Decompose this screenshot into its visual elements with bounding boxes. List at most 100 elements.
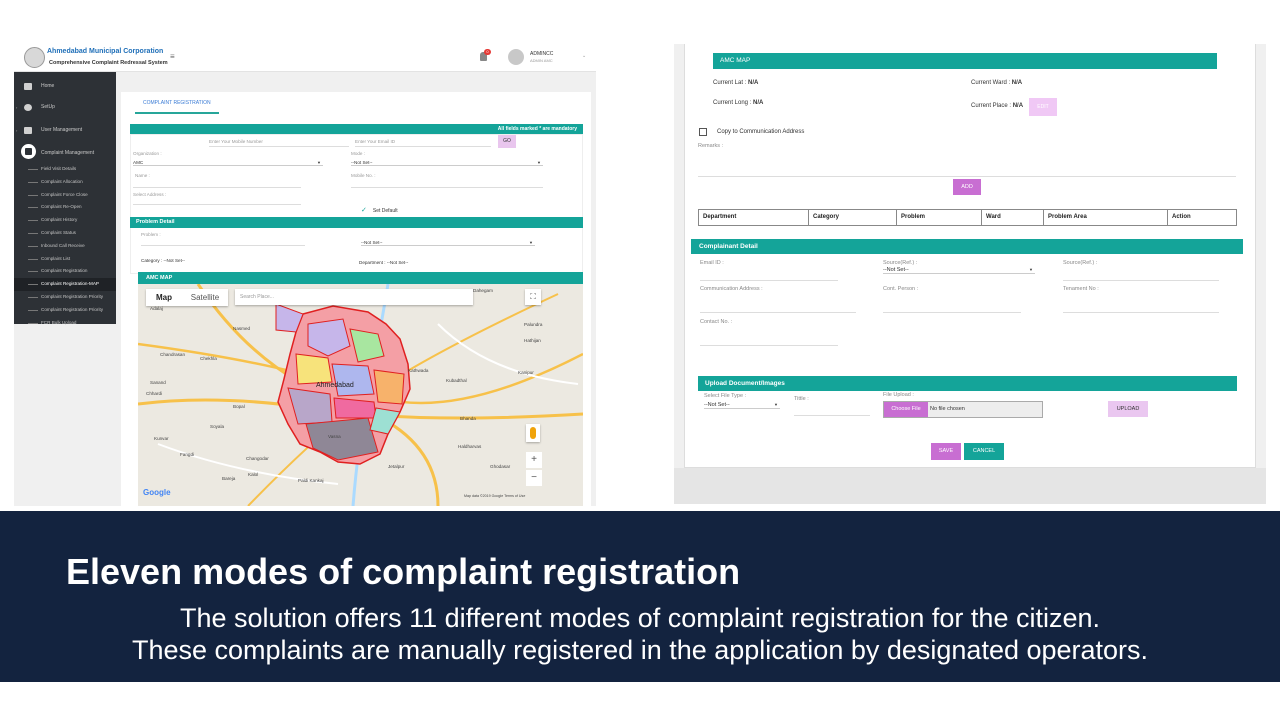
amc-map-header: AMC MAP <box>713 53 1217 69</box>
remarks-textarea[interactable] <box>698 176 1236 177</box>
sidebar-item-user-management[interactable]: › User Management <box>14 122 116 140</box>
map-tab-map[interactable]: Map <box>156 293 172 302</box>
upload-button[interactable]: UPLOAD <box>1108 401 1148 417</box>
zoom-out-button[interactable]: − <box>526 470 542 486</box>
map-tab-satellite[interactable]: Satellite <box>190 293 220 302</box>
cancel-button[interactable]: CANCEL <box>964 443 1004 460</box>
file-input[interactable]: Choose File No file chosen <box>883 401 1043 418</box>
address-input[interactable] <box>133 204 301 205</box>
avatar[interactable] <box>508 49 524 65</box>
email-input[interactable] <box>700 280 838 281</box>
go-button[interactable]: GO <box>498 135 516 148</box>
column-header: Ward <box>982 210 1044 225</box>
map-place-label: Chekhla <box>200 356 217 361</box>
copy-address-checkbox[interactable] <box>699 128 707 136</box>
slide-description-line2: These complaints are manually registered… <box>131 635 1149 665</box>
map-place-label: Kathwada <box>408 368 429 373</box>
caption-banner: Eleven modes of complaint registration T… <box>0 511 1280 682</box>
user-role: ADMIN AMC <box>530 58 553 63</box>
file-type-select[interactable]: --Not Set-- ▼ <box>704 402 780 409</box>
sidebar-subitem[interactable]: Complaint Status <box>14 227 116 240</box>
sidebar-subitem[interactable]: Complaint History <box>14 214 116 227</box>
add-button[interactable]: ADD <box>953 179 981 195</box>
sidebar-subitem[interactable]: Complaint Registration Priority <box>14 291 116 304</box>
sidebar-subitem[interactable]: Inbound Call Receive <box>14 240 116 253</box>
comm-address-label: Communication Address : <box>700 286 763 292</box>
sidebar-item-home[interactable]: Home <box>14 78 116 96</box>
set-default-checkbox[interactable]: ✓ Set Default <box>361 206 398 214</box>
sidebar-subitem[interactable]: Field Visit Details <box>14 163 116 176</box>
map-place-label: Dahegam <box>473 288 493 293</box>
map-place-label: Vasna <box>328 434 341 439</box>
sidebar-item-setup[interactable]: › SetUp <box>14 99 116 117</box>
mode-select[interactable]: --Not Set-- ▼ <box>351 160 543 166</box>
upload-header: Upload Document/Images <box>698 376 1237 391</box>
department-text: Department : --Not Set-- <box>359 260 409 265</box>
slide-description-line1: The solution offers 11 different modes o… <box>180 603 1100 633</box>
source-ref-value: --Not Set-- <box>883 267 909 273</box>
current-long-value: N/A <box>753 100 764 106</box>
sidebar-subitem[interactable]: Complaint List <box>14 253 116 266</box>
cont-person-input[interactable] <box>883 312 1021 313</box>
organization-select[interactable]: AMC ▼ <box>133 160 323 166</box>
zoom-in-button[interactable]: + <box>526 452 542 468</box>
map-search-input[interactable]: Search Place... <box>235 289 473 305</box>
menu-toggle-icon[interactable]: ≡ <box>170 52 175 61</box>
problem-select[interactable]: --Not Set-- ▼ <box>361 240 535 246</box>
contact-label: Contact No. : <box>700 319 733 325</box>
sidebar-subitem[interactable]: Complaint Force Close <box>14 189 116 202</box>
sidebar-subitem-active[interactable]: Complaint Registration-MAP <box>14 278 116 291</box>
choose-file-button[interactable]: Choose File <box>884 402 928 417</box>
comm-address-textarea[interactable] <box>700 312 856 313</box>
fullscreen-icon[interactable]: ⛶ <box>525 289 541 305</box>
chevron-down-icon[interactable]: ⌄ <box>582 53 587 59</box>
set-default-label: Set Default <box>372 208 398 214</box>
sidebar-subitem[interactable]: FCR Bulk Upload <box>14 317 116 330</box>
category-text: Category : --Not Set-- <box>141 258 185 263</box>
subitem-label: Complaint Re-Open <box>41 204 82 210</box>
source-ref2-input[interactable] <box>1063 280 1219 281</box>
mobile-no-input[interactable] <box>351 187 543 188</box>
sidebar-subitem[interactable]: Complaint Allocation <box>14 176 116 189</box>
notification-badge: 0 <box>484 49 491 55</box>
tenement-input[interactable] <box>1063 312 1219 313</box>
subitem-label: Complaint Registration-MAP <box>41 281 99 287</box>
check-icon: ✓ <box>361 207 367 214</box>
google-map[interactable]: Dahegam Adalaj Nasmed Chandrasan Chekhla… <box>138 284 583 506</box>
user-name[interactable]: ADMINCC <box>530 51 554 57</box>
map-place-label: Nasmed <box>233 326 251 331</box>
current-place: Current Place : N/A <box>971 103 1023 109</box>
tab-complaint-registration[interactable]: COMPLAINT REGISTRATION <box>135 98 219 114</box>
bell-icon[interactable] <box>480 52 487 61</box>
map-type-toggle: Map Satellite <box>146 289 228 306</box>
email-label: Email ID : <box>700 260 724 266</box>
mobile-input[interactable]: Enter Your Mobile Number <box>209 139 349 147</box>
problem-input[interactable] <box>141 245 305 246</box>
column-header: Problem Area <box>1044 210 1168 225</box>
sidebar-item-complaint-management[interactable]: Complaint Management <box>14 144 116 164</box>
sidebar-subitem[interactable]: Complaint Registration Priority <box>14 304 116 317</box>
source-ref-select[interactable]: --Not Set-- ▼ <box>883 267 1035 274</box>
sidebar-subitem[interactable]: Complaint Re-Open <box>14 201 116 214</box>
title-input[interactable] <box>794 415 870 416</box>
map-place-label: Changodar <box>246 456 269 461</box>
name-input[interactable] <box>133 187 301 188</box>
email-input[interactable]: Enter Your Email ID <box>355 139 491 147</box>
edit-button[interactable]: EDIT <box>1029 98 1057 116</box>
save-button[interactable]: SAVE <box>931 443 961 460</box>
map-attribution[interactable]: Map data ©2019 Google Terms of Use <box>464 494 526 498</box>
current-ward-value: N/A <box>1011 80 1023 86</box>
current-long: Current Long : N/A <box>713 100 763 106</box>
map-place-label: Soyala <box>210 424 225 429</box>
map-place-label: Fangdi <box>180 452 195 457</box>
map-place-label: Paldi Kankaj <box>298 478 324 483</box>
sidebar-subitem[interactable]: Complaint Registration <box>14 265 116 278</box>
contact-input[interactable] <box>700 345 838 346</box>
column-header: Problem <box>897 210 982 225</box>
street-view-pegman-icon[interactable] <box>526 424 540 442</box>
map-canvas <box>138 284 583 506</box>
no-file-text: No file chosen <box>930 406 965 412</box>
subitem-label: Complaint History <box>41 217 78 223</box>
subitem-label: Inbound Call Receive <box>41 242 85 248</box>
